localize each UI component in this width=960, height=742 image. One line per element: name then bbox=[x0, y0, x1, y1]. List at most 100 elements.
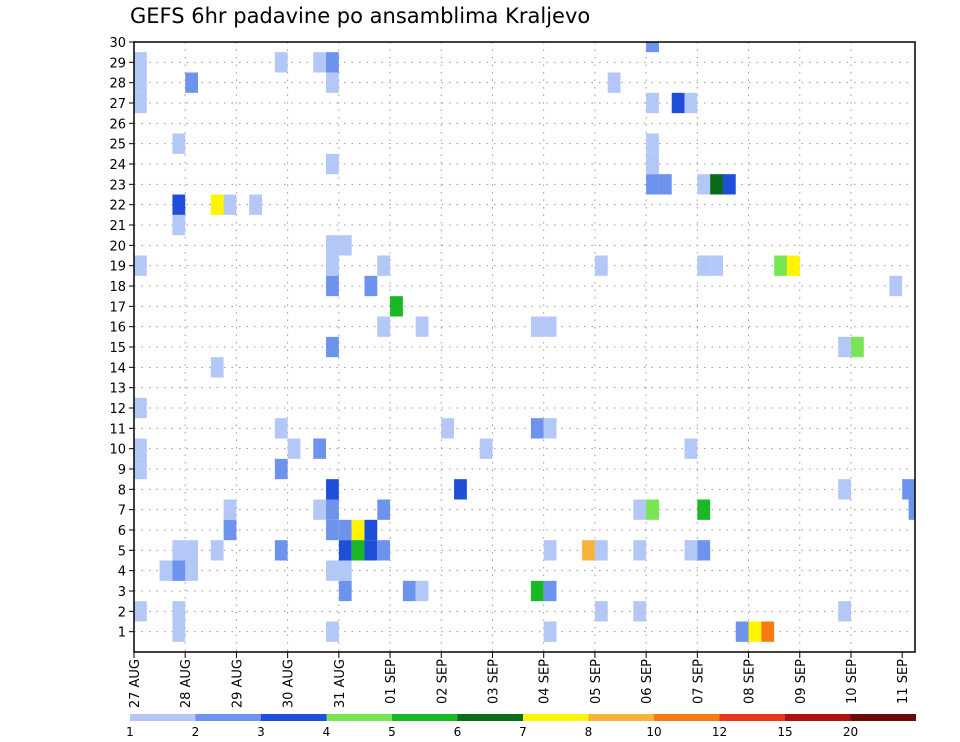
heatmap-cell bbox=[134, 255, 147, 276]
y-tick-label: 21 bbox=[109, 219, 126, 234]
heatmap-cell bbox=[172, 133, 186, 154]
heatmap-cell bbox=[594, 255, 608, 276]
y-tick-label: 4 bbox=[118, 565, 126, 580]
x-tick-label: 04 SEP bbox=[538, 659, 553, 704]
x-tick-label: 29 AUG bbox=[230, 659, 245, 708]
heatmap-cell bbox=[338, 560, 352, 581]
heatmap-cell bbox=[646, 174, 659, 195]
colorbar-label: 4 bbox=[323, 725, 331, 739]
x-axis: 27 AUG 28 AUG 29 AUG 30 AUG 31 AUG 01 SEP 02 S… bbox=[128, 652, 911, 708]
heatmap-cell bbox=[543, 580, 557, 602]
x-tick-label: 27 AUG bbox=[128, 659, 143, 708]
y-tick-label: 10 bbox=[109, 443, 126, 458]
colorbar-swatch bbox=[457, 714, 523, 721]
heatmap-cell bbox=[351, 519, 365, 541]
heatmap-cell bbox=[338, 540, 352, 561]
heatmap-cell bbox=[646, 92, 659, 114]
y-tick-label: 24 bbox=[109, 158, 126, 173]
heatmap-cell bbox=[633, 540, 647, 561]
heatmap-cell bbox=[607, 72, 621, 93]
y-tick-label: 22 bbox=[109, 199, 126, 214]
heatmap-cell bbox=[633, 499, 647, 520]
heatmap-cell bbox=[838, 601, 851, 622]
heatmap-cell bbox=[543, 316, 557, 337]
heatmap-cell bbox=[543, 621, 557, 642]
heatmap-cell bbox=[710, 174, 723, 195]
heatmap-cell bbox=[646, 153, 659, 175]
heatmap-cell bbox=[185, 540, 199, 561]
y-tick-label: 8 bbox=[118, 483, 126, 498]
heatmap-cell bbox=[326, 621, 339, 642]
heatmap-cell bbox=[684, 438, 698, 459]
y-tick-label: 9 bbox=[118, 463, 126, 478]
x-tick-label: 09 SEP bbox=[794, 659, 809, 704]
y-tick-label: 3 bbox=[118, 585, 126, 600]
heatmap-cell bbox=[338, 580, 352, 602]
heatmap-cell bbox=[658, 174, 672, 195]
x-tick-label: 10 SEP bbox=[845, 659, 860, 704]
heatmap-cell bbox=[134, 601, 147, 622]
y-tick-label: 19 bbox=[109, 260, 126, 275]
colorbar-swatch bbox=[130, 714, 196, 721]
colorbar-swatch bbox=[195, 714, 261, 721]
y-tick-label: 16 bbox=[109, 321, 126, 336]
heatmap-cell bbox=[313, 52, 327, 73]
heatmap-cell bbox=[684, 540, 698, 561]
heatmap-cell bbox=[313, 499, 327, 520]
colorbar-label: 6 bbox=[454, 725, 462, 739]
heatmap-cell bbox=[479, 438, 493, 459]
heatmap-cell bbox=[159, 560, 173, 581]
colorbar-swatch bbox=[719, 714, 785, 721]
heatmap-cells bbox=[134, 42, 915, 642]
y-tick-label: 29 bbox=[109, 56, 126, 71]
x-tick-label: 31 AUG bbox=[333, 659, 348, 708]
heatmap-cell bbox=[441, 418, 455, 439]
heatmap-cell bbox=[326, 519, 339, 541]
y-tick-label: 28 bbox=[109, 77, 126, 92]
y-tick-label: 26 bbox=[109, 117, 126, 132]
heatmap-cell bbox=[223, 194, 237, 215]
heatmap-cell bbox=[210, 540, 224, 561]
heatmap-cell bbox=[338, 235, 352, 256]
heatmap-cell bbox=[313, 438, 327, 459]
colorbar-label: 10 bbox=[646, 725, 661, 739]
heatmap-cell bbox=[172, 601, 186, 622]
heatmap-cell bbox=[134, 72, 147, 93]
heatmap-cell bbox=[134, 458, 147, 480]
y-tick-label: 18 bbox=[109, 280, 126, 295]
heatmap-cell bbox=[697, 499, 711, 520]
y-tick-label: 7 bbox=[118, 504, 126, 519]
heatmap-cell bbox=[326, 235, 339, 256]
y-tick-label: 1 bbox=[118, 626, 126, 641]
heatmap-cell bbox=[697, 174, 711, 195]
colorbar-swatch bbox=[654, 714, 720, 721]
heatmap-cell bbox=[774, 255, 787, 276]
y-tick-label: 14 bbox=[109, 361, 126, 376]
y-tick-label: 5 bbox=[118, 544, 126, 559]
heatmap-cell bbox=[364, 275, 378, 297]
heatmap-cell bbox=[326, 499, 339, 520]
heatmap-cell bbox=[326, 72, 339, 93]
colorbar-label: 3 bbox=[257, 725, 265, 739]
colorbar-label: 8 bbox=[585, 725, 593, 739]
y-tick-label: 20 bbox=[109, 239, 126, 254]
x-tick-label: 28 AUG bbox=[179, 659, 194, 708]
heatmap-cell bbox=[172, 621, 186, 642]
heatmap-cell bbox=[377, 540, 391, 561]
x-tick-label: 30 AUG bbox=[282, 659, 297, 708]
y-tick-label: 6 bbox=[118, 524, 126, 539]
y-tick-label: 23 bbox=[109, 178, 126, 193]
colorbar-swatch bbox=[785, 714, 851, 721]
x-tick-label: 06 SEP bbox=[640, 659, 655, 704]
heatmap-cell bbox=[530, 316, 544, 337]
heatmap-cell bbox=[287, 438, 301, 459]
heatmap-cell bbox=[786, 255, 800, 276]
heatmap-cell bbox=[722, 174, 736, 195]
heatmap-cell bbox=[326, 336, 339, 358]
y-tick-label: 30 bbox=[109, 36, 126, 51]
heatmap-cell bbox=[274, 52, 288, 73]
heatmap-cell bbox=[249, 194, 263, 215]
heatmap-cell bbox=[646, 133, 659, 154]
colorbar-swatch bbox=[523, 714, 589, 721]
